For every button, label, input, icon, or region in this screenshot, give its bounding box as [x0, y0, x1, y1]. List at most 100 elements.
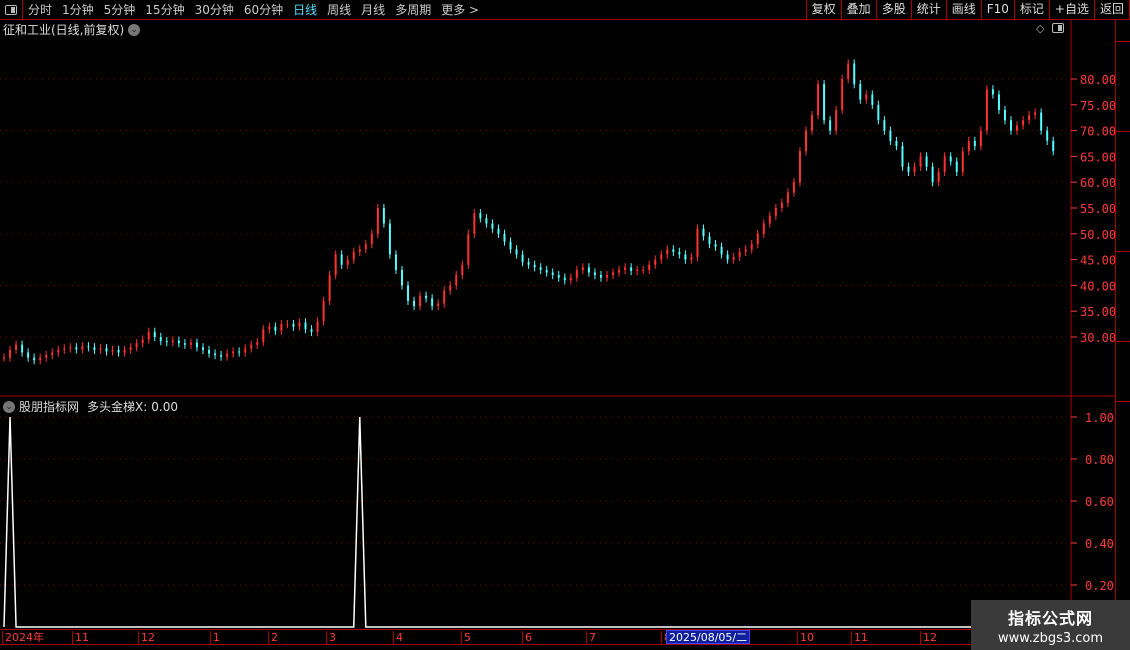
tab-period-0[interactable]: 分时: [28, 3, 53, 17]
indicator-tick-label: 1.00: [1085, 411, 1114, 425]
tool-button-0[interactable]: 复权: [807, 0, 842, 20]
candle-body: [21, 344, 24, 353]
candle-body: [618, 269, 621, 273]
candle-body: [883, 120, 886, 131]
tool-button-1[interactable]: 叠加: [842, 0, 877, 20]
candle-body: [286, 324, 289, 326]
date-label: 10: [797, 631, 814, 645]
candle-body: [214, 353, 217, 356]
candle-body: [835, 109, 838, 131]
tool-button-8[interactable]: 返回: [1095, 0, 1130, 20]
indicator-tick-label: 0.80: [1085, 453, 1114, 467]
candle-body: [756, 233, 759, 245]
tab-period-9[interactable]: 多周期: [395, 3, 432, 17]
date-label: 6: [522, 631, 532, 645]
candle-body: [419, 295, 422, 307]
candle-body: [599, 275, 602, 278]
candle-body: [63, 348, 66, 350]
candle-body: [262, 329, 265, 343]
cursor-date-label: 2025/08/05/二: [666, 630, 751, 644]
candle-body: [895, 140, 898, 147]
diamond-icon[interactable]: ◇: [1036, 22, 1045, 35]
layout-toggle-icon[interactable]: [1052, 23, 1065, 33]
candle-body: [877, 104, 880, 121]
price-tick-label: 65.00: [1080, 150, 1116, 164]
candle-body: [853, 63, 856, 85]
tool-button-5[interactable]: F10: [982, 0, 1015, 20]
chevron-down-icon[interactable]: ⌄: [3, 400, 15, 413]
candle-body: [774, 208, 777, 216]
pane-icons: ◇: [1036, 22, 1065, 35]
candle-body: [557, 275, 560, 278]
candle-body: [75, 347, 78, 350]
tab-period-7[interactable]: 周线: [327, 3, 352, 17]
candle-body: [244, 348, 247, 353]
tool-button-7[interactable]: +自选: [1050, 0, 1095, 20]
tab-period-6[interactable]: 日线: [293, 3, 318, 17]
candle-body: [473, 213, 476, 234]
candle-body: [750, 244, 753, 250]
tab-period-4[interactable]: 30分钟: [194, 3, 234, 17]
date-label: 12: [920, 631, 937, 645]
chevron-down-icon[interactable]: ⌄: [128, 23, 141, 36]
tool-button-3[interactable]: 统计: [912, 0, 947, 20]
watermark-name: 指标公式网: [1007, 609, 1093, 628]
candle-body: [443, 290, 446, 304]
indicator-line: [3, 416, 1054, 628]
tab-period-10[interactable]: 更多 >: [441, 3, 480, 17]
candle-body: [117, 349, 120, 353]
candle-body: [768, 215, 771, 224]
candle-body: [690, 257, 693, 260]
tool-button-4[interactable]: 画线: [947, 0, 982, 20]
candle-body: [177, 340, 180, 344]
candle-body: [539, 267, 542, 270]
tool-button-2[interactable]: 多股: [877, 0, 912, 20]
candle-body: [563, 277, 566, 281]
candle-body: [334, 254, 337, 276]
tool-button-6[interactable]: 标记: [1015, 0, 1050, 20]
candle-body: [51, 352, 54, 356]
tab-period-5[interactable]: 60分钟: [243, 3, 284, 17]
candle-body: [280, 324, 283, 331]
candle-body: [129, 347, 132, 350]
tab-period-3[interactable]: 15分钟: [145, 3, 185, 17]
candle-body: [684, 254, 687, 260]
candle-body: [630, 267, 633, 271]
candle-body: [1052, 140, 1055, 152]
right-tools: 复权 叠加 多股 统计 画线 F10 标记 +自选 返回: [805, 0, 1130, 20]
candle-body: [274, 326, 277, 331]
watermark-url: www.zbgs3.com: [997, 631, 1104, 646]
candle-body: [847, 63, 850, 79]
candle-body: [232, 351, 235, 354]
candle-body: [587, 267, 590, 273]
price-tick-label: 75.00: [1080, 99, 1116, 113]
candle-body: [732, 257, 735, 260]
candle-body: [871, 94, 874, 105]
price-tick-label: 50.00: [1080, 228, 1116, 242]
candle-body: [437, 303, 440, 307]
candle-body: [841, 79, 844, 110]
layout-toggle-button[interactable]: [0, 0, 23, 20]
candle-body: [382, 208, 385, 224]
tab-period-8[interactable]: 月线: [361, 3, 386, 17]
candle-body: [147, 331, 150, 340]
candle-body: [762, 223, 765, 234]
tab-period-2[interactable]: 5分钟: [103, 3, 136, 17]
right-side-panel[interactable]: [1115, 20, 1130, 630]
date-label: 11: [851, 631, 868, 645]
indicator-source: 股朋指标网: [19, 400, 80, 414]
date-label: 12: [138, 631, 155, 645]
indicator-tick-label: 0.20: [1085, 579, 1114, 593]
candle-body: [153, 331, 156, 337]
candle-body: [654, 259, 657, 265]
tab-period-1[interactable]: 1分钟: [62, 3, 94, 17]
candle-body: [1010, 120, 1013, 131]
date-label: 4: [393, 631, 403, 645]
candle-body: [322, 300, 325, 322]
candle-body: [786, 192, 789, 203]
candle-body: [171, 340, 174, 343]
candle-body: [666, 249, 669, 255]
date-axis: 2024年111212345678101112: [0, 629, 1070, 645]
candle-body: [889, 130, 892, 141]
